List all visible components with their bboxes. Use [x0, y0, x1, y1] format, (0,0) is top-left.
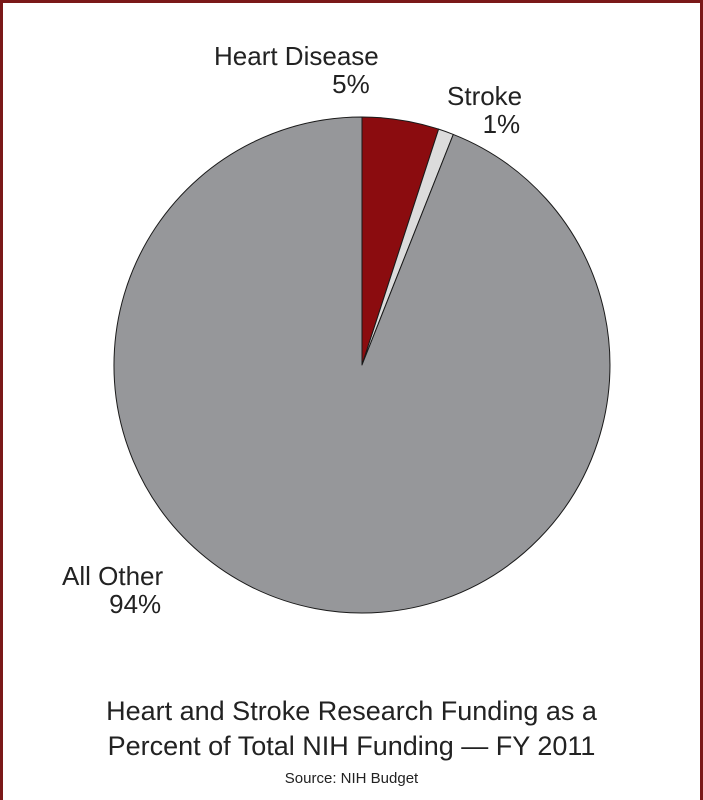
chart-source: Source: NIH Budget	[284, 770, 419, 787]
slice-label-stroke: Stroke 1%	[447, 82, 522, 138]
chart-title-line-2: Percent of Total NIH Funding — FY 2011	[107, 731, 596, 761]
pie-chart	[113, 116, 611, 614]
slice-label-all-other: All Other 94%	[62, 562, 163, 618]
pie-slice-all-other	[113, 116, 611, 614]
slice-label-heart-disease: Heart Disease 5%	[214, 42, 379, 98]
chart-title: Heart and Stroke Research Funding as a P…	[0, 694, 703, 764]
slice-value-heart-disease: 5%	[332, 69, 370, 99]
slice-name-stroke: Stroke	[447, 81, 523, 111]
slice-value-all-other: 94%	[109, 589, 162, 619]
chart-title-line-1: Heart and Stroke Research Funding as a	[106, 696, 597, 726]
pie-slices	[113, 116, 611, 614]
slice-name-all-other: All Other	[62, 561, 164, 591]
slice-value-stroke: 1%	[482, 109, 521, 139]
slice-name-heart-disease: Heart Disease	[214, 41, 379, 71]
